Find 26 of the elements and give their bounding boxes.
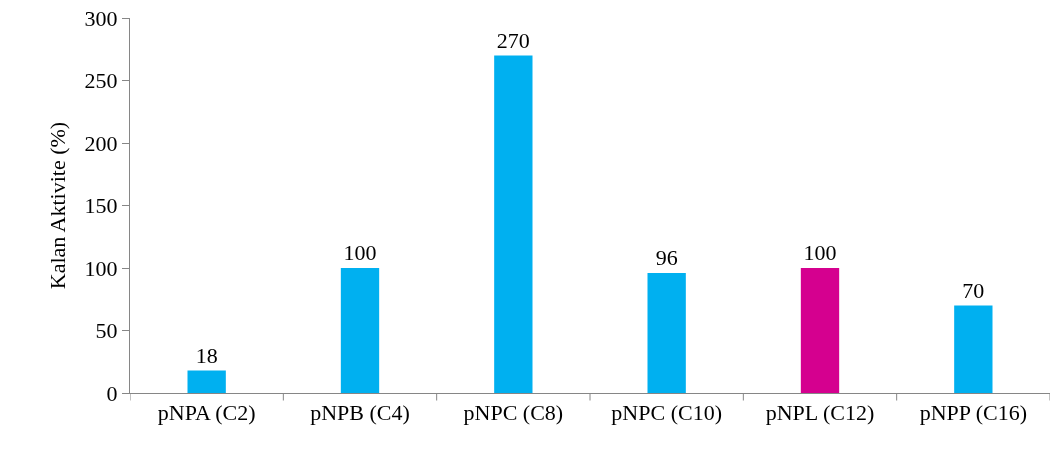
data-label: 100 — [343, 240, 377, 265]
y-tick-label: 300 — [84, 5, 118, 31]
x-tick-label: pNPB (C4) — [310, 400, 410, 426]
x-tick-label: pNPC (C8) — [463, 400, 564, 426]
x-tick-label: pNPP (C16) — [919, 400, 1028, 426]
data-label: 96 — [655, 245, 678, 270]
bar — [954, 305, 993, 393]
y-tick-label: 50 — [95, 318, 118, 344]
x-tick-label: pNPL (C12) — [765, 400, 875, 426]
y-tick-label: 100 — [84, 255, 118, 281]
data-label: 100 — [803, 240, 837, 265]
data-label: 70 — [962, 277, 985, 303]
y-tick-label: 0 — [106, 380, 118, 406]
x-tick-label: pNPC (C10) — [611, 400, 722, 426]
y-tick-label: 200 — [84, 130, 118, 156]
bar — [800, 268, 840, 393]
x-tick-label: pNPA (C2) — [157, 400, 256, 426]
bar — [340, 268, 380, 393]
bar — [647, 273, 686, 393]
y-tick-label: 250 — [84, 68, 118, 94]
y-axis-title: Kalan Aktivite (%) — [45, 121, 71, 290]
data-label: 18 — [195, 342, 218, 368]
y-tick-label: 150 — [84, 193, 118, 219]
data-label: 270 — [496, 27, 530, 53]
bar — [494, 55, 533, 393]
bar — [187, 370, 226, 393]
